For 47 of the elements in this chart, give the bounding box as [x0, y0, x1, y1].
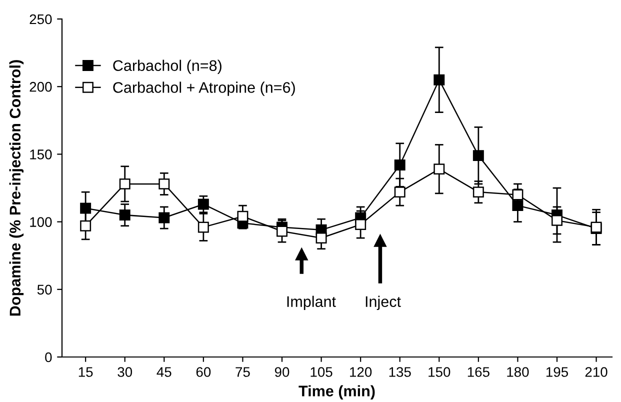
annotation: Inject: [366, 296, 401, 310]
x-tick-label: 30: [118, 367, 132, 377]
y-tick-label: 0: [45, 352, 52, 362]
legend-label: Carbachol (n=8): [113, 60, 222, 74]
point: [80, 220, 92, 232]
point: [119, 178, 130, 190]
x-tick-label: 120: [350, 367, 372, 377]
point: [158, 178, 170, 190]
point: [119, 210, 130, 221]
point: [158, 212, 170, 224]
y-tick-label: 100: [30, 217, 52, 227]
x-tick-label: 60: [196, 367, 211, 377]
legend-label: Carbachol + Atropine (n=6): [113, 82, 295, 96]
x-axis-title: Time (min): [298, 385, 375, 400]
x-tick-label: 90: [274, 367, 290, 377]
point: [552, 214, 562, 226]
point: [394, 160, 406, 171]
y-tick-label: 200: [30, 82, 52, 92]
x-tick-label: 150: [428, 367, 450, 377]
x-tick-label: 45: [156, 367, 172, 377]
point: [394, 186, 406, 198]
point: [237, 210, 248, 222]
point: [434, 74, 445, 86]
y-axis-title: Dopamine (% Pre-injection Control): [9, 60, 24, 316]
x-tick-label: 210: [585, 367, 608, 377]
point: [355, 219, 366, 230]
y-tick-label: 250: [30, 14, 52, 24]
point: [472, 186, 484, 198]
x-tick-label: 75: [236, 367, 250, 377]
x-tick-label: 165: [468, 367, 490, 377]
point: [472, 150, 484, 162]
y-tick-label: 150: [30, 150, 52, 160]
y-tick-label: 50: [37, 284, 52, 295]
point: [512, 200, 524, 212]
x-tick-label: 15: [78, 367, 93, 377]
point: [316, 232, 327, 244]
x-tick-label: 180: [507, 367, 529, 377]
x-tick-label: 105: [310, 367, 332, 377]
point: [512, 189, 524, 200]
point: [434, 164, 445, 175]
x-tick-label: 135: [389, 367, 411, 377]
annotation: Implant: [287, 296, 336, 310]
x-tick-label: 195: [546, 367, 568, 377]
point: [80, 202, 92, 214]
point: [198, 222, 209, 233]
point: [276, 226, 288, 237]
point: [198, 198, 209, 210]
